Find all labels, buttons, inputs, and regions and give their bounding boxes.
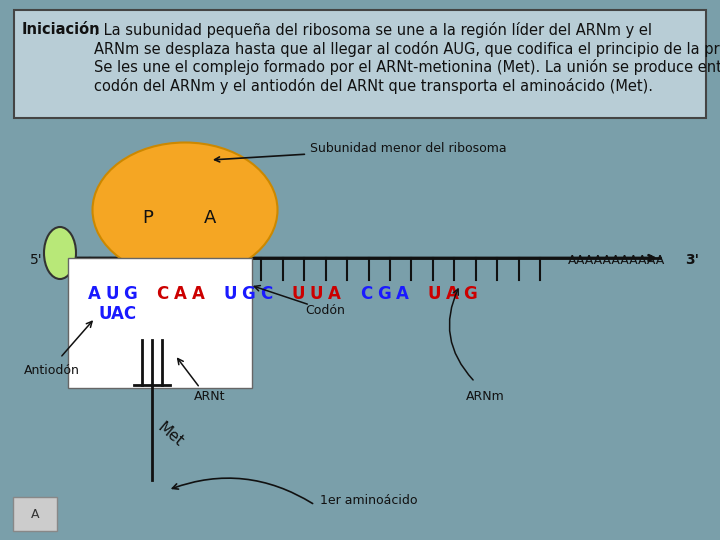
Bar: [68, 258, 252, 388]
Text: C: C: [260, 285, 272, 303]
Text: Subunidad menor del ribosoma: Subunidad menor del ribosoma: [215, 141, 507, 162]
Text: Codón: Codón: [305, 303, 345, 316]
Ellipse shape: [44, 227, 76, 279]
Text: Antiodón: Antiodón: [24, 363, 80, 376]
Text: A: A: [192, 285, 204, 303]
Text: U: U: [292, 285, 305, 303]
Text: G: G: [377, 285, 391, 303]
Text: U: U: [427, 285, 441, 303]
Text: ARNm: ARNm: [466, 390, 505, 403]
Text: ARNt: ARNt: [194, 390, 226, 403]
Text: Met: Met: [154, 420, 186, 450]
Text: G: G: [123, 285, 137, 303]
Text: C: C: [156, 285, 168, 303]
FancyBboxPatch shape: [14, 10, 706, 118]
Text: 5': 5': [30, 253, 42, 267]
Text: A: A: [328, 285, 341, 303]
Text: A: A: [88, 285, 100, 303]
Text: AAAAAAAAAAA: AAAAAAAAAAA: [568, 253, 665, 267]
FancyBboxPatch shape: [13, 497, 57, 531]
Text: A: A: [204, 209, 216, 227]
Text: UAC: UAC: [99, 305, 137, 323]
Text: 1er aminoácido: 1er aminoácido: [320, 494, 418, 507]
Text: A: A: [446, 285, 459, 303]
Text: 3': 3': [685, 253, 699, 267]
Text: U: U: [105, 285, 119, 303]
Text: P: P: [143, 209, 153, 227]
Text: G: G: [463, 285, 477, 303]
Text: A: A: [395, 285, 408, 303]
Text: Iniciación: Iniciación: [22, 22, 101, 37]
Ellipse shape: [92, 143, 277, 278]
Text: G: G: [241, 285, 255, 303]
Text: A: A: [31, 508, 40, 521]
Text: U: U: [310, 285, 323, 303]
Text: A: A: [174, 285, 186, 303]
Text: : La subunidad pequeña del ribosoma se une a la región líder del ARNm y el
ARNm : : La subunidad pequeña del ribosoma se u…: [94, 22, 720, 94]
Text: U: U: [223, 285, 237, 303]
Text: C: C: [360, 285, 372, 303]
